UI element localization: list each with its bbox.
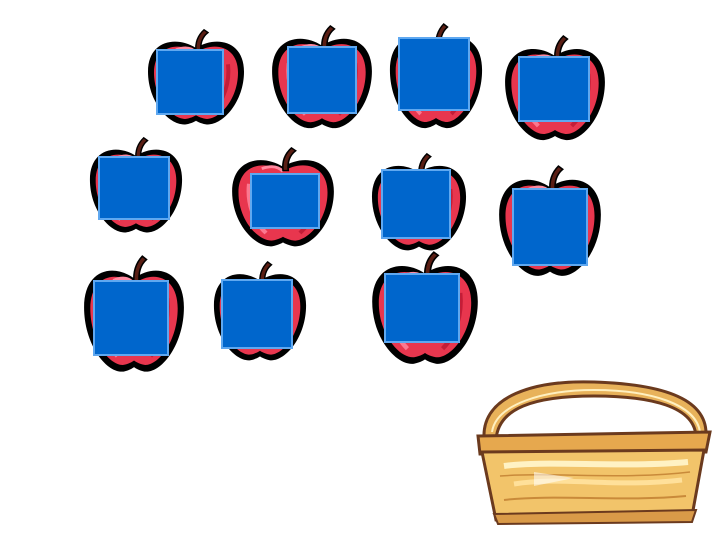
cover-card-8[interactable] bbox=[512, 188, 588, 266]
cover-card-11[interactable] bbox=[384, 273, 460, 343]
cover-card-9[interactable] bbox=[93, 280, 169, 356]
cover-card-3[interactable] bbox=[398, 37, 470, 111]
cover-card-2[interactable] bbox=[287, 46, 357, 114]
wicker-basket-icon bbox=[476, 380, 712, 526]
cover-card-4[interactable] bbox=[518, 56, 590, 122]
cover-card-7[interactable] bbox=[381, 169, 451, 239]
cover-card-5[interactable] bbox=[98, 156, 170, 220]
cover-card-10[interactable] bbox=[221, 279, 293, 349]
cover-card-6[interactable] bbox=[250, 173, 320, 229]
cover-card-1[interactable] bbox=[156, 49, 224, 115]
basket[interactable] bbox=[474, 376, 714, 526]
